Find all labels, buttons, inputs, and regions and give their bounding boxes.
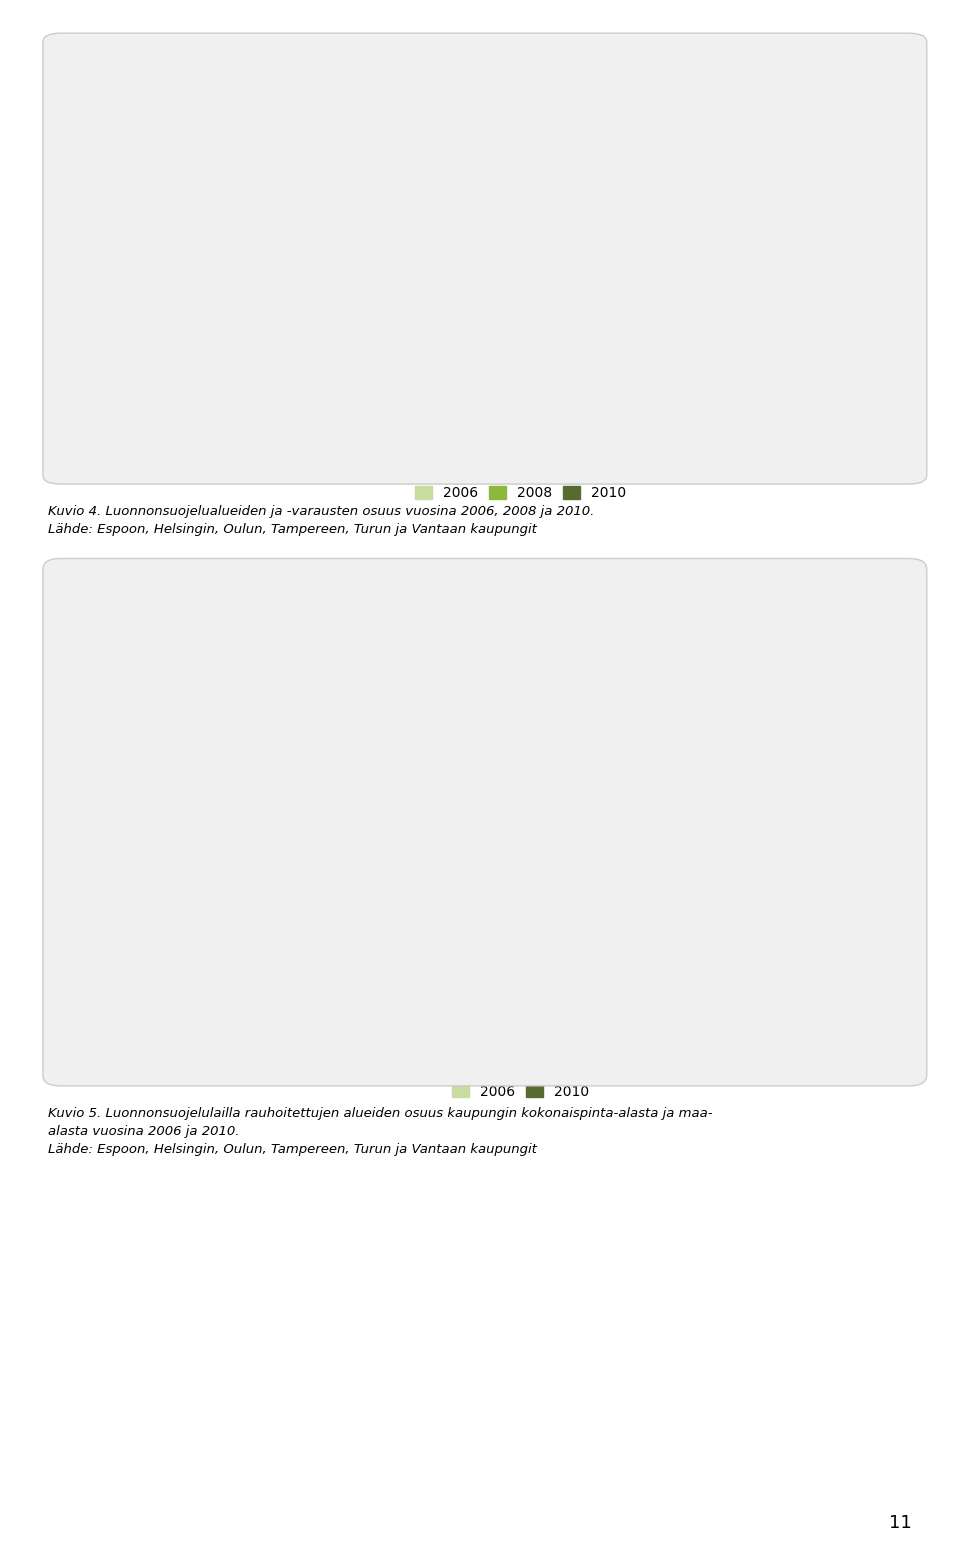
Bar [704,315,713,372]
Bar [289,326,299,372]
Bar [281,928,293,956]
Y-axis label: %: % [75,224,90,242]
Bar [141,156,151,372]
Text: Helsinki: Helsinki [283,1024,338,1038]
Bar [620,939,631,956]
Text: Turku: Turku [712,1024,750,1038]
Bar [418,309,427,372]
Text: Oulu: Oulu [435,434,468,448]
Bar [842,239,852,372]
Text: Espoo: Espoo [150,1024,191,1038]
Bar [753,321,762,372]
Bar [151,119,160,372]
Bar [210,222,219,372]
Text: Helsinki: Helsinki [286,434,341,448]
Bar [270,934,281,956]
Y-axis label: %: % [75,792,90,811]
Text: Turku: Turku [709,434,747,448]
Text: Espoo: Espoo [155,434,196,448]
Title: Luonnonsuojelulailla rauhoitettujen alueiden osuus
kaupungin kokonaispinta-alast: Luonnonsuojelulailla rauhoitettujen alue… [260,599,780,639]
Bar [279,292,289,372]
Bar [556,360,564,372]
Legend: 2006, 2010: 2006, 2010 [448,1081,593,1102]
Bar [410,911,421,956]
Bar [900,242,910,372]
FancyBboxPatch shape [43,559,926,1085]
Bar [130,849,141,956]
Bar [690,885,702,956]
Bar [545,360,555,372]
Legend: 2006, 2008, 2010: 2006, 2008, 2010 [411,482,630,505]
Bar [328,354,337,372]
Bar [842,840,853,956]
Bar [466,320,475,372]
Text: Tampere: Tampere [561,1024,620,1038]
Text: Vantaa: Vantaa [842,434,890,448]
Bar [200,675,211,956]
Bar [421,877,433,956]
Bar [742,321,752,372]
Bar [131,221,140,372]
Bar [624,360,634,372]
Bar [760,891,771,956]
Bar [200,242,209,372]
Bar [550,943,562,956]
Bar [407,330,417,372]
Bar [327,882,339,956]
Bar [702,877,713,956]
Bar [762,320,772,372]
Text: Kuvio 4. Luonnonsuojelualueiden ja -varausten osuus vuosina 2006, 2008 ja 2010.
: Kuvio 4. Luonnonsuojelualueiden ja -vara… [48,505,594,536]
Bar [748,897,759,956]
Bar [468,908,479,956]
Bar [486,320,495,372]
Bar [831,238,841,372]
Bar [480,877,491,956]
FancyBboxPatch shape [43,32,926,485]
Bar [830,871,842,956]
Bar [608,940,619,956]
Bar [427,306,437,372]
Bar [141,789,153,956]
Text: Tampere: Tampere [560,434,619,448]
Bar [476,320,486,372]
Bar [562,942,573,956]
Bar [604,361,613,372]
Text: 11: 11 [889,1513,912,1532]
Bar [822,242,831,372]
Bar [684,317,693,372]
Bar [269,292,278,372]
Bar [880,244,890,372]
Bar [187,775,199,956]
Bar [614,360,624,372]
Bar [891,242,900,372]
Text: Vantaa: Vantaa [847,1024,895,1038]
Text: Oulu: Oulu [434,1024,467,1038]
Title: Luonnonsuojelualueiden ja -varausten osuus: Luonnonsuojelualueiden ja -varausten osu… [275,63,766,82]
Bar [565,358,575,372]
Text: Kuvio 5. Luonnonsuojelulailla rauhoitettujen alueiden osuus kaupungin kokonaispi: Kuvio 5. Luonnonsuojelulailla rauhoitett… [48,1107,712,1156]
Bar [190,281,200,372]
Bar [340,868,350,956]
Bar [338,350,348,372]
Bar [348,350,357,372]
Bar [693,315,703,372]
